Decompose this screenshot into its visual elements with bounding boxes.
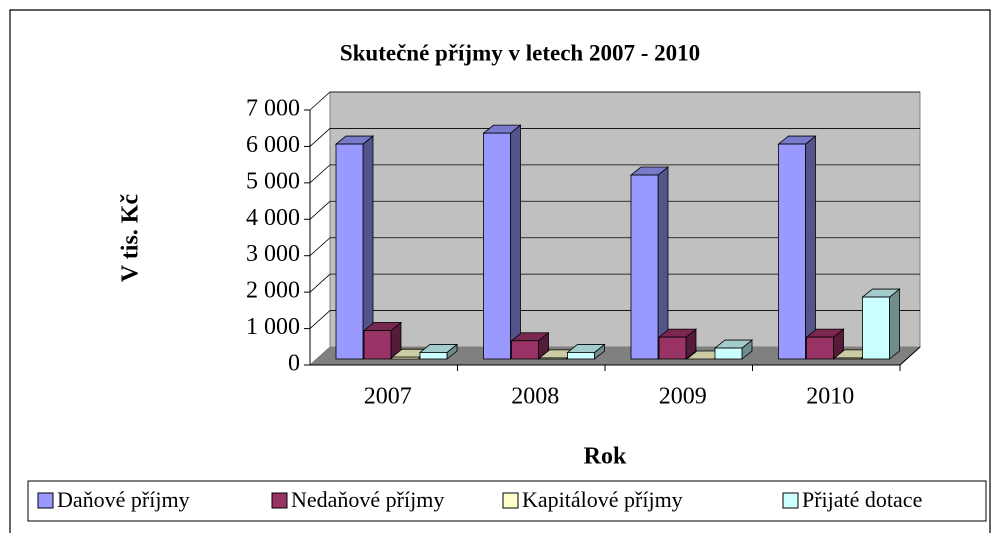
bar-group — [482, 124, 522, 360]
bar-side — [657, 166, 669, 360]
grid-line — [309, 164, 920, 184]
bar-group — [777, 135, 817, 360]
x-tick-label: 2008 — [511, 384, 559, 410]
legend-label: Daňové příjmy — [57, 487, 190, 512]
bar — [778, 143, 806, 360]
bar — [483, 132, 511, 360]
y-tick-label: 1 000 — [246, 314, 300, 340]
grid-line — [309, 200, 920, 220]
legend-swatch — [782, 492, 799, 509]
bar-side — [889, 288, 900, 360]
grid-line — [309, 310, 920, 329]
x-tick-label: 2009 — [659, 384, 707, 410]
y-tick-label: 4 000 — [246, 205, 300, 231]
bar — [658, 336, 687, 360]
bar — [567, 352, 595, 360]
bar — [834, 357, 862, 360]
legend-swatch — [271, 492, 288, 509]
bar-group — [362, 321, 403, 360]
bar-side — [510, 124, 521, 360]
bar-group — [713, 339, 754, 360]
bar — [391, 356, 420, 360]
y-axis-label: V tis. Kč — [118, 194, 144, 283]
bar-group — [566, 343, 606, 360]
chart-border — [9, 9, 991, 533]
bar-group — [861, 288, 901, 360]
bar-group — [657, 328, 698, 360]
bar-side — [805, 135, 816, 360]
legend-label: Kapitálové příjmy — [522, 487, 683, 512]
bar — [806, 336, 834, 360]
bar — [335, 143, 364, 360]
bar-group — [418, 343, 459, 360]
y-tick-label: 0 — [288, 351, 300, 377]
bar — [511, 340, 539, 360]
back-wall — [329, 91, 921, 348]
y-tick-label: 7 000 — [246, 96, 300, 122]
legend-swatch — [502, 492, 519, 509]
bar — [419, 352, 448, 360]
legend-label: Nedaňové příjmy — [291, 487, 444, 512]
bar-group — [629, 166, 670, 360]
bar — [630, 174, 659, 360]
chart-title: Skutečné příjmy v letech 2007 - 2010 — [340, 40, 700, 65]
y-tick-label: 3 000 — [246, 241, 300, 267]
y-tick-label: 6 000 — [246, 132, 300, 158]
y-tick-label: 5 000 — [246, 168, 300, 194]
bar — [363, 330, 392, 360]
bar — [539, 357, 567, 360]
grid-line — [309, 128, 920, 147]
x-tick-label: 2007 — [364, 384, 412, 410]
bar-group — [334, 135, 375, 360]
grid-line — [309, 91, 920, 111]
bar-group — [805, 328, 845, 360]
grid-line — [309, 273, 920, 293]
grid-line — [309, 237, 920, 257]
legend-label: Přijaté dotace — [802, 487, 922, 512]
y-tick-label: 2 000 — [246, 278, 300, 304]
bar — [714, 347, 743, 360]
x-axis-label: Rok — [584, 444, 627, 470]
bar — [862, 296, 890, 360]
x-tick-label: 2010 — [806, 384, 854, 410]
legend-swatch — [37, 492, 54, 509]
x-axis-depth — [899, 346, 921, 366]
